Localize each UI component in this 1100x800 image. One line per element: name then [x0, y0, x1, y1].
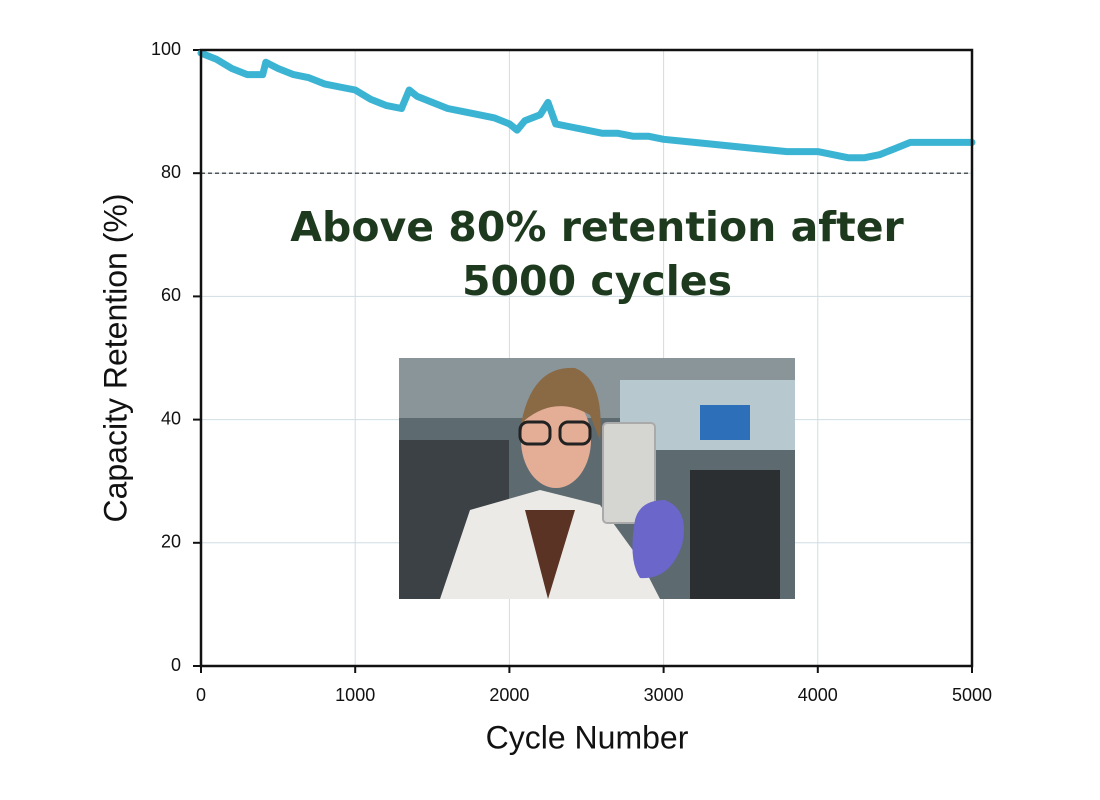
x-tick-label: 3000: [644, 685, 684, 705]
x-tick-label: 2000: [489, 685, 529, 705]
x-axis-label: Cycle Number: [486, 719, 689, 755]
x-tick-label: 5000: [952, 685, 992, 705]
data-line: [197, 49, 976, 162]
annotation: 5000 cycles: [462, 257, 732, 305]
x-tick-label: 0: [196, 685, 206, 705]
x-tick-label: 1000: [335, 685, 375, 705]
y-tick-label: 100: [151, 39, 181, 59]
y-tick-label: 0: [171, 655, 181, 675]
photo: [399, 358, 795, 599]
y-tick-label: 20: [161, 532, 181, 552]
y-tick-label: 60: [161, 285, 181, 305]
plot-frame: [199, 48, 974, 668]
y-tick-label: 40: [161, 408, 181, 428]
y-axis-label: Capacity Retention (%): [97, 193, 133, 522]
annotation: Above 80% retention after: [290, 203, 904, 251]
y-tick-label: 80: [161, 162, 181, 182]
plot: [197, 49, 976, 174]
x-tick-label: 4000: [798, 685, 838, 705]
